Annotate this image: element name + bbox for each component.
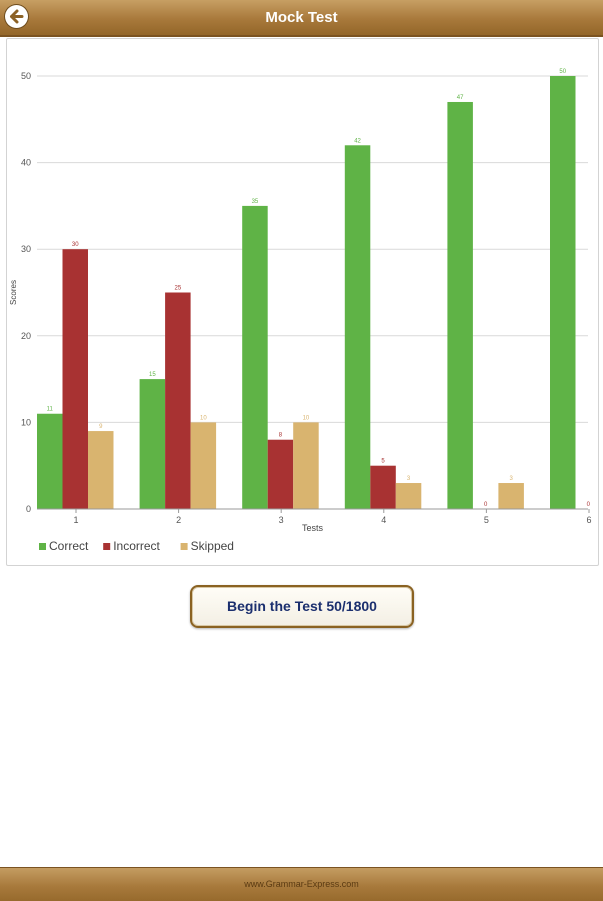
bar-skipped-4: [395, 483, 422, 509]
data-label-correct-2: 15: [149, 372, 156, 378]
y-tick-label: 20: [21, 331, 31, 341]
page-title: Mock Test: [265, 9, 338, 26]
bar-skipped-2: [190, 422, 217, 509]
data-label-correct-1: 11: [47, 407, 54, 413]
bar-chart: 01020304050Scores11309115251023581034253…: [9, 69, 591, 553]
begin-test-button[interactable]: Begin the Test 50/1800: [190, 585, 414, 628]
back-arrow-icon: [10, 9, 24, 24]
data-label-skipped-3: 10: [303, 415, 310, 421]
data-label-incorrect-1: 30: [72, 242, 79, 248]
bar-correct-3: [242, 205, 268, 509]
x-tick-label: 4: [381, 515, 386, 525]
y-tick-label: 0: [26, 504, 31, 514]
legend-label-skipped: Skipped: [191, 539, 234, 553]
data-label-skipped-5: 3: [509, 476, 513, 482]
data-label-correct-6: 50: [559, 69, 566, 75]
bar-correct-6: [550, 76, 576, 509]
data-label-correct-5: 47: [457, 95, 464, 101]
legend-swatch-incorrect: [103, 543, 111, 550]
data-label-incorrect-3: 8: [279, 433, 283, 439]
data-label-incorrect-4: 5: [381, 459, 385, 465]
legend-swatch-skipped: [180, 543, 188, 550]
footer-website-text[interactable]: www.Grammar-Express.com: [244, 879, 359, 889]
legend-label-incorrect: Incorrect: [113, 539, 160, 553]
chart-panel: 0 10 20 30 40 50 Scores 11 30 9 1 15 25 10 2 35 8 10 3 42 5 3…: [6, 38, 599, 566]
data-label-skipped-4: 3: [407, 476, 411, 482]
y-axis-label: Scores: [9, 280, 18, 305]
y-tick-label: 30: [21, 244, 31, 254]
x-tick-label: 2: [176, 515, 181, 525]
x-tick-label: 5: [484, 515, 489, 525]
x-tick-label: 6: [586, 515, 591, 525]
bar-incorrect-1: [62, 249, 88, 509]
y-tick-label: 50: [21, 71, 31, 81]
data-label-skipped-1: 9: [99, 424, 103, 430]
data-label-correct-3: 35: [252, 199, 259, 205]
bar-correct-4: [344, 145, 371, 509]
data-label-skipped-2: 10: [200, 415, 207, 421]
bar-skipped-1: [88, 431, 114, 509]
data-label-incorrect-6: 0: [587, 502, 591, 508]
data-label-incorrect-5: 0: [484, 502, 488, 508]
legend-swatch-correct: [39, 543, 46, 550]
bar-correct-5: [447, 101, 473, 510]
x-tick-label: 3: [279, 515, 284, 525]
data-label-correct-4: 42: [354, 138, 361, 144]
bar-skipped-3: [293, 422, 319, 509]
bar-incorrect-2: [165, 292, 191, 509]
x-axis-label: Tests: [302, 523, 324, 533]
top-bar: Mock Test: [0, 0, 603, 37]
bar-skipped-5: [498, 483, 524, 509]
back-button[interactable]: [5, 5, 28, 28]
bar-correct-2: [139, 379, 166, 509]
x-tick-label: 1: [73, 515, 78, 525]
bar-incorrect-4: [370, 465, 396, 509]
data-label-incorrect-2: 25: [175, 286, 182, 292]
footer-bar: www.Grammar-Express.com: [0, 867, 603, 901]
y-tick-label: 40: [21, 158, 31, 168]
legend-label-correct: Correct: [49, 539, 89, 553]
bar-incorrect-3: [267, 439, 294, 509]
y-tick-label: 10: [21, 417, 31, 427]
bar-correct-1: [37, 413, 63, 509]
